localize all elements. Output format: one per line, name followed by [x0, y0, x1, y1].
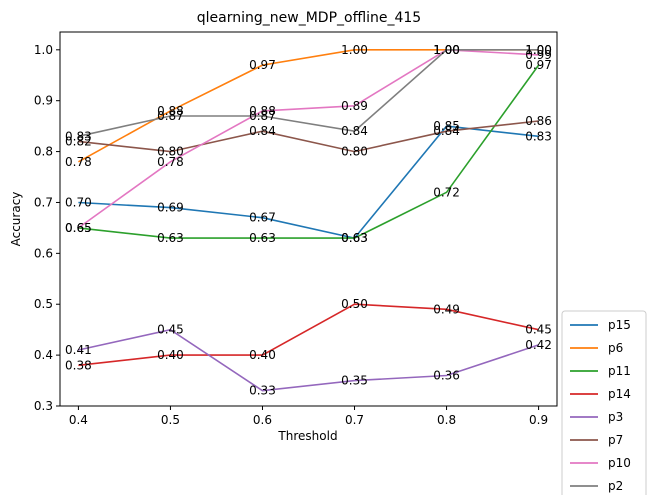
y-tick-label: 1.0 — [34, 43, 53, 57]
data-label: 0.80 — [341, 145, 368, 159]
x-tick-label: 0.9 — [529, 413, 548, 427]
data-label: 0.67 — [249, 211, 276, 225]
data-label: 0.88 — [157, 104, 184, 118]
data-label: 0.38 — [65, 358, 92, 372]
data-label: 0.41 — [65, 343, 92, 357]
data-label: 0.72 — [433, 185, 460, 199]
chart-title: qlearning_new_MDP_offline_415 — [197, 10, 421, 26]
data-label: 0.33 — [249, 384, 276, 398]
data-label: 1.00 — [433, 43, 460, 57]
y-tick-label: 0.9 — [34, 94, 53, 108]
data-label: 0.49 — [433, 302, 460, 316]
series-line-p10 — [77, 48, 539, 229]
legend-label-p10: p10 — [608, 456, 631, 470]
data-label: 0.88 — [249, 104, 276, 118]
data-label: 0.63 — [341, 231, 368, 245]
data-label: 0.99 — [525, 48, 552, 62]
legend-label-p15: p15 — [608, 318, 631, 332]
series-line-p6 — [78, 48, 539, 163]
legend-label-p3: p3 — [608, 410, 623, 424]
data-label: 0.85 — [433, 119, 460, 133]
data-label: 1.00 — [525, 43, 552, 57]
data-label: 0.50 — [341, 297, 368, 311]
x-tick-label: 0.6 — [253, 413, 272, 427]
data-label: 0.63 — [341, 231, 368, 245]
data-label: 0.87 — [249, 109, 276, 123]
data-label: 0.89 — [341, 99, 368, 113]
y-tick-label: 0.6 — [34, 246, 53, 260]
data-label: 0.40 — [157, 348, 184, 362]
data-label: 1.00 — [341, 43, 368, 57]
series-line-p14 — [78, 303, 539, 367]
data-label: 0.82 — [65, 134, 92, 148]
y-tick-label: 0.5 — [34, 297, 53, 311]
data-label: 0.84 — [341, 124, 368, 138]
y-axis: 0.3 0.4 0.5 0.6 0.7 0.8 0.9 1.0 — [34, 43, 60, 413]
data-label: 0.63 — [157, 231, 184, 245]
y-tick-label: 0.8 — [34, 145, 53, 159]
data-label: 1.00 — [433, 43, 460, 57]
data-label: 0.45 — [525, 323, 552, 337]
data-label: 0.80 — [157, 145, 184, 159]
legend-label-p7: p7 — [608, 433, 623, 447]
x-tick-label: 0.8 — [437, 413, 456, 427]
series-line-p3 — [78, 328, 539, 392]
x-tick-label: 0.5 — [161, 413, 180, 427]
series-line-p7 — [78, 120, 539, 153]
data-label: 0.78 — [157, 155, 184, 169]
data-label: 0.87 — [157, 109, 184, 123]
series-line-p15 — [78, 125, 539, 239]
data-label: 0.45 — [157, 323, 184, 337]
legend: p15 p6 p11 p14 p3 p7 p10 p2 — [561, 310, 647, 495]
y-tick-label: 0.4 — [34, 348, 53, 362]
data-label: 0.70 — [65, 195, 92, 209]
x-axis-label: Threshold — [277, 429, 337, 443]
x-tick-label: 0.4 — [69, 413, 88, 427]
data-label: 0.84 — [249, 124, 276, 138]
legend-frame — [561, 310, 647, 495]
y-tick-label: 0.3 — [34, 399, 53, 413]
legend-label-p2: p2 — [608, 479, 623, 493]
plot-frame — [59, 31, 558, 407]
series-line-p11 — [78, 64, 540, 239]
legend-label-p11: p11 — [608, 364, 631, 378]
x-tick-label: 0.7 — [345, 413, 364, 427]
data-label: 0.86 — [525, 114, 552, 128]
data-label: 0.69 — [157, 201, 184, 215]
y-axis-label: Accuracy — [9, 192, 23, 247]
data-label: 0.42 — [525, 338, 552, 352]
data-label: 0.97 — [249, 58, 276, 72]
data-label: 1.00 — [433, 43, 460, 57]
y-tick-label: 0.7 — [34, 195, 53, 209]
legend-label-p14: p14 — [608, 387, 631, 401]
series-line-p2 — [78, 48, 539, 138]
data-label: 0.83 — [65, 129, 92, 143]
data-label: 0.97 — [525, 58, 552, 72]
data-label: 0.36 — [433, 368, 460, 382]
x-axis: 0.4 0.5 0.6 0.7 0.8 0.9 — [69, 406, 548, 427]
legend-label-p6: p6 — [608, 341, 623, 355]
data-label: 1.00 — [525, 43, 552, 57]
data-label: 0.40 — [249, 348, 276, 362]
data-label: 0.63 — [249, 231, 276, 245]
data-label: 0.65 — [65, 221, 92, 235]
data-label: 0.35 — [341, 374, 368, 388]
data-label: 0.83 — [525, 129, 552, 143]
data-label: 0.65 — [65, 221, 92, 235]
data-label: 0.84 — [433, 124, 460, 138]
data-label: 0.78 — [65, 155, 92, 169]
plot-area: 0.70 0.690.670.630.850.830.780.880.971.00… — [65, 43, 552, 398]
